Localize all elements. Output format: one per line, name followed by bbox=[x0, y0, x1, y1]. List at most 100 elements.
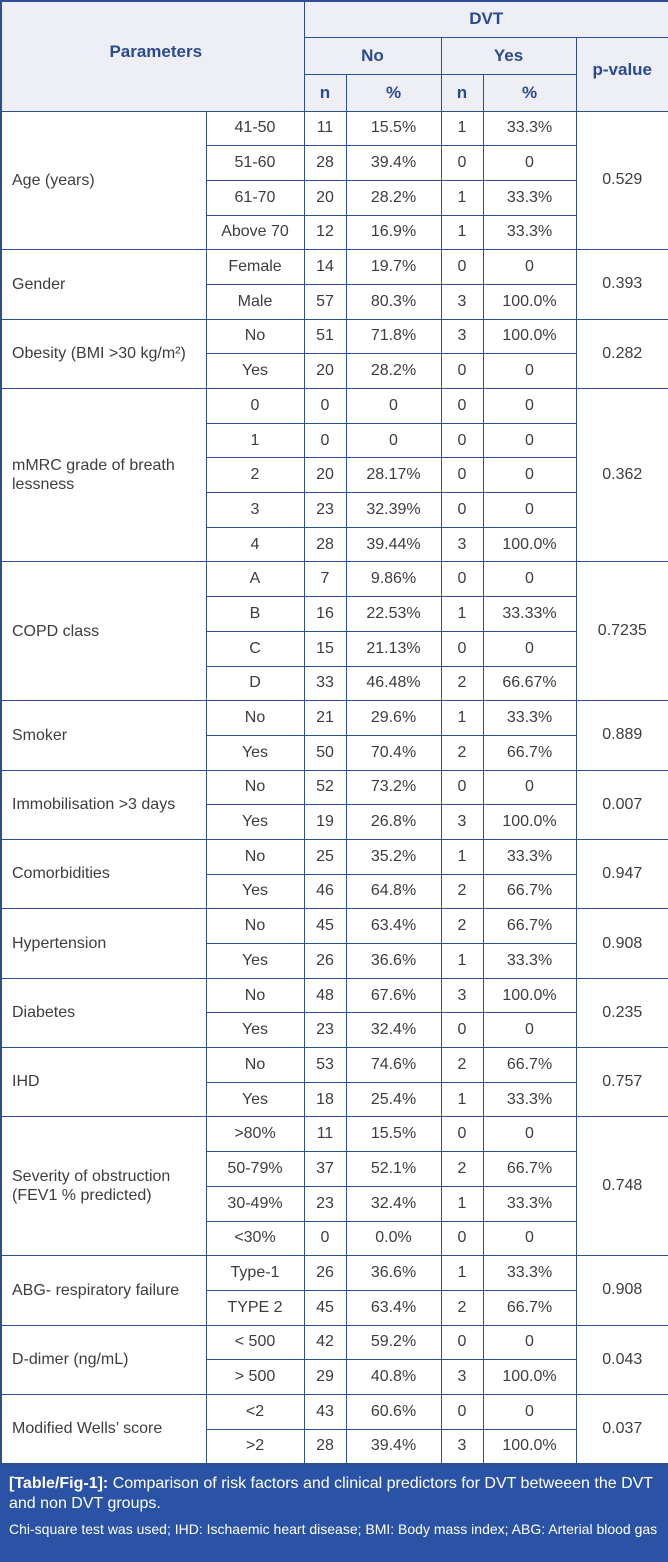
table-row: Modified Wells’ score <2 43 60.6% 0 0 0.037 bbox=[0, 1393, 668, 1465]
header-row-dvt: Parameters DVT bbox=[0, 0, 668, 112]
parameter-name-cell: IHD bbox=[0, 1047, 207, 1118]
no-percent-cell: 32.4% bbox=[345, 1185, 442, 1222]
no-percent-cell: 39.44% bbox=[345, 526, 442, 563]
p-value-cell: 0.908 bbox=[575, 1255, 668, 1326]
parameter-name-cell: Obesity (BMI >30 kg/m²) bbox=[0, 318, 207, 390]
category-cell: No bbox=[205, 318, 305, 355]
category-cell: > 500 bbox=[205, 1359, 305, 1395]
parameter-name-cell: Hypertension bbox=[0, 908, 207, 979]
yes-percent-cell: 100.0% bbox=[482, 804, 577, 840]
table-row: D 33 46.48% 2 66.67% bbox=[1, 665, 668, 702]
category-cell: 4 bbox=[205, 526, 305, 563]
no-n-cell: 11 bbox=[303, 1116, 347, 1153]
table-row: D-dimer (ng/mL) < 500 42 59.2% 0 0 0.043 bbox=[0, 1324, 668, 1395]
table-row: <30% 0 0.0% 0 0 bbox=[1, 1220, 668, 1257]
table-row: Yes 26 36.6% 1 33.3% bbox=[1, 943, 668, 979]
table-row: Immobilisation >3 days No 52 73.2% 0 0 0.007 bbox=[0, 769, 668, 840]
category-cell: <2 bbox=[205, 1393, 305, 1430]
no-n-cell: 23 bbox=[303, 1185, 347, 1222]
yes-percent-cell: 66.7% bbox=[482, 734, 577, 771]
no-percent-cell: 60.6% bbox=[345, 1393, 442, 1430]
yes-n-cell: 0 bbox=[440, 1116, 484, 1153]
yes-percent-cell: 0 bbox=[482, 492, 577, 528]
yes-n-cell: 0 bbox=[440, 145, 484, 181]
yes-percent-cell: 66.7% bbox=[482, 1151, 577, 1187]
table-row: 50-79% 37 52.1% 2 66.7% bbox=[1, 1151, 668, 1187]
yes-n-cell: 3 bbox=[440, 977, 484, 1014]
p-value-cell: 0.043 bbox=[575, 1324, 668, 1395]
p-value-column-header: p-value bbox=[575, 36, 668, 112]
category-cell: 50-79% bbox=[205, 1151, 305, 1187]
yes-percent-cell: 66.67% bbox=[482, 665, 577, 702]
yes-n-cell: 0 bbox=[440, 422, 484, 459]
yes-percent-cell: 33.3% bbox=[482, 214, 577, 251]
table-row: 2 20 28.17% 0 0 bbox=[1, 457, 668, 494]
no-n-cell: 29 bbox=[303, 1359, 347, 1395]
yes-n-cell: 1 bbox=[440, 1185, 484, 1222]
no-n-cell: 0 bbox=[303, 1220, 347, 1257]
p-value-cell: 0.947 bbox=[575, 838, 668, 910]
yes-n-cell: 0 bbox=[440, 492, 484, 528]
category-cell: No bbox=[205, 1047, 305, 1083]
no-n-cell: 26 bbox=[303, 1255, 347, 1291]
category-cell: 1 bbox=[205, 422, 305, 459]
yes-percent-cell: 33.3% bbox=[482, 943, 577, 979]
no-n-cell: 46 bbox=[303, 873, 347, 910]
no-percent-cell: 67.6% bbox=[345, 977, 442, 1014]
category-cell: Yes bbox=[205, 804, 305, 840]
caption-text: Comparison of risk factors and clinical … bbox=[9, 1474, 653, 1513]
yes-n-cell: 2 bbox=[440, 873, 484, 910]
no-n-cell: 33 bbox=[303, 665, 347, 702]
no-n-cell: 0 bbox=[303, 422, 347, 459]
no-n-cell: 50 bbox=[303, 734, 347, 771]
caption-band: [Table/Fig-1]: Comparison of risk factor… bbox=[0, 1464, 668, 1562]
yes-percent-cell: 0 bbox=[482, 145, 577, 181]
yes-percent-cell: 0 bbox=[482, 561, 577, 598]
no-n-cell: 43 bbox=[303, 1393, 347, 1430]
no-percent-cell: 26.8% bbox=[345, 804, 442, 840]
no-percent-cell: 15.5% bbox=[345, 110, 442, 147]
no-n-cell: 23 bbox=[303, 1012, 347, 1049]
no-percent-cell: 28.2% bbox=[345, 179, 442, 216]
category-cell: 2 bbox=[205, 457, 305, 494]
yes-percent-cell: 33.3% bbox=[482, 838, 577, 875]
yes-percent-cell: 0 bbox=[482, 1220, 577, 1257]
no-n-cell: 20 bbox=[303, 457, 347, 494]
table-row: Yes 23 32.4% 0 0 bbox=[1, 1012, 668, 1049]
no-percent-cell: 63.4% bbox=[345, 908, 442, 944]
no-n-cell: 45 bbox=[303, 908, 347, 944]
category-cell: 41-50 bbox=[205, 110, 305, 147]
pct-yes-column-header: % bbox=[482, 73, 577, 112]
risk-factors-table: Parameters DVT No Yes p-value n % n % Ag… bbox=[0, 0, 668, 1465]
p-value-cell: 0.748 bbox=[575, 1116, 668, 1257]
table-row: C 15 21.13% 0 0 bbox=[1, 630, 668, 667]
yes-percent-cell: 33.3% bbox=[482, 179, 577, 216]
yes-percent-cell: 0 bbox=[482, 457, 577, 494]
no-percent-cell: 0 bbox=[345, 422, 442, 459]
no-n-cell: 28 bbox=[303, 145, 347, 181]
yes-n-cell: 2 bbox=[440, 1047, 484, 1083]
category-cell: Above 70 bbox=[205, 214, 305, 251]
yes-n-cell: 3 bbox=[440, 1428, 484, 1465]
no-percent-cell: 36.6% bbox=[345, 943, 442, 979]
no-percent-cell: 40.8% bbox=[345, 1359, 442, 1395]
no-percent-cell: 19.7% bbox=[345, 249, 442, 285]
no-percent-cell: 36.6% bbox=[345, 1255, 442, 1291]
table-row: 30-49% 23 32.4% 1 33.3% bbox=[1, 1185, 668, 1222]
category-cell: 3 bbox=[205, 492, 305, 528]
no-n-cell: 20 bbox=[303, 179, 347, 216]
no-percent-cell: 39.4% bbox=[345, 1428, 442, 1465]
p-value-cell: 0.757 bbox=[575, 1047, 668, 1118]
category-cell: B bbox=[205, 596, 305, 632]
yes-percent-cell: 100.0% bbox=[482, 1359, 577, 1395]
no-n-cell: 57 bbox=[303, 283, 347, 320]
category-cell: Yes bbox=[205, 873, 305, 910]
parameter-name-cell: ABG- respiratory failure bbox=[0, 1255, 207, 1326]
p-value-cell: 0.529 bbox=[575, 110, 668, 251]
no-n-cell: 20 bbox=[303, 353, 347, 389]
category-cell: No bbox=[205, 700, 305, 736]
no-percent-cell: 52.1% bbox=[345, 1151, 442, 1187]
no-n-cell: 18 bbox=[303, 1081, 347, 1118]
